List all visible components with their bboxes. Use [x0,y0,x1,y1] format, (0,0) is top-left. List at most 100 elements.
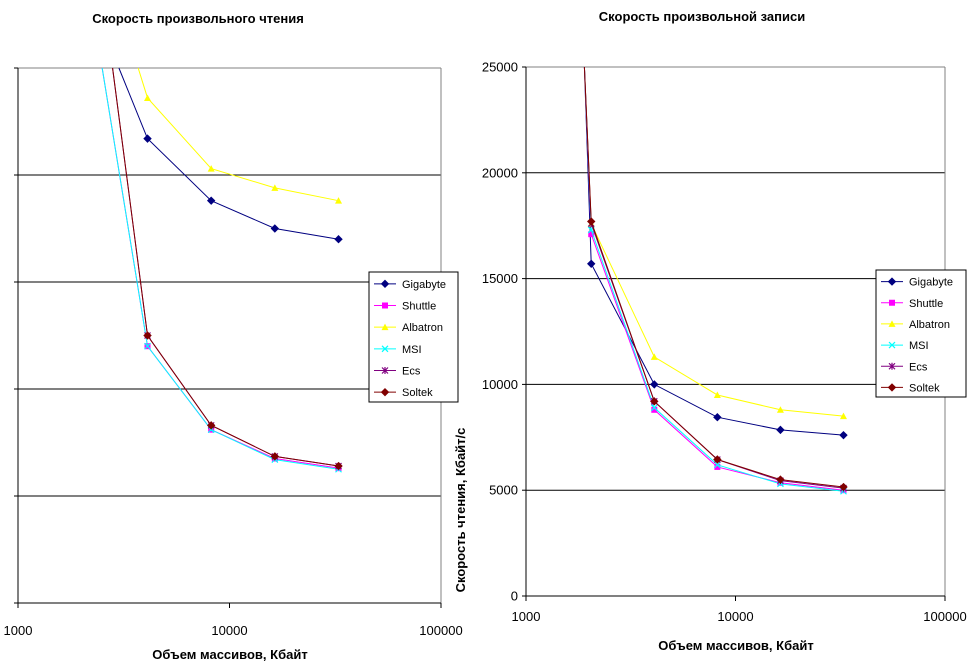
write-legend-marker [888,362,896,370]
write-legend-item-msi: MSI [881,340,929,352]
read-x-tick-label: 1000 [4,623,33,638]
write-point [588,231,595,238]
read-x-tick-label: 10000 [211,623,247,638]
write-point [650,397,659,406]
write-point [650,353,658,360]
read-point [335,197,343,204]
write-point [776,406,784,413]
read-point [144,94,152,101]
read-legend: Gigabyte Shuttle Albatron MSI Ecs Soltek [368,271,459,403]
write-legend-label: Albatron [909,319,950,331]
write-legend-item-gigabyte: Gigabyte [881,277,953,289]
read-point [334,234,343,244]
chart-write-ylabel: Скорость чтения, Кбайт/с [453,428,468,593]
read-point [206,196,216,205]
read-legend-item-msi: MSI [374,344,422,356]
read-series-soltek [112,67,343,471]
write-point [650,380,659,389]
write-legend-box [875,269,967,398]
write-legend: Gigabyte Shuttle Albatron MSI Ecs Soltek [875,269,967,398]
read-legend-label: Albatron [402,322,443,334]
write-legend-label: Soltek [909,382,940,394]
read-point [144,342,151,350]
read-legend-label: Gigabyte [402,279,446,291]
read-legend-label: MSI [402,344,422,356]
write-legend-label: Shuttle [909,298,943,310]
write-legend-item-shuttle: Shuttle [881,298,943,310]
write-point [651,406,658,413]
chart-read-xlabel: Объем массивов, Кбайт [152,647,307,661]
write-series-line [583,66,844,488]
read-series-gigabyte [118,67,343,244]
write-y-tick-label: 20000 [482,165,518,180]
write-point [839,482,848,492]
write-y-tick-label: 0 [511,589,518,604]
read-legend-item-ecs: Ecs [374,366,421,378]
read-legend-marker [381,345,389,353]
write-legend-marker [887,277,897,286]
write-legend-marker [888,320,896,327]
read-point [207,165,215,172]
write-point [839,412,847,420]
chart-read-plot: 1000 10000 100000 Gigabyte Shuttle Albatron MS… [4,67,463,638]
write-legend-marker [889,299,895,306]
chart-write: Скорость произвольной записи Объем масси… [453,9,967,653]
write-x-tick-label: 100000 [923,609,966,624]
read-legend-item-albatron: Albatron [374,322,443,334]
read-point [271,184,279,191]
read-legend-marker [381,323,389,331]
write-legend-label: Gigabyte [909,277,953,289]
write-point [650,404,658,412]
read-legend-marker [381,367,389,374]
write-y-tick-label: 5000 [489,483,518,498]
write-x-tick-label: 10000 [717,609,753,624]
chart-read-title: Скорость произвольного чтения [92,11,304,26]
read-legend-item-shuttle: Shuttle [374,301,436,313]
read-point [143,331,152,340]
read-point [143,134,152,143]
chart-write-xlabel: Объем массивов, Кбайт [658,638,813,653]
write-legend-marker [888,341,896,349]
write-legend-label: Ecs [909,361,928,373]
write-y-tick-label: 25000 [482,60,518,75]
read-legend-label: Shuttle [402,301,436,313]
write-series-soltek [583,66,848,492]
read-legend-label: Soltek [402,387,433,399]
write-point [587,259,596,268]
write-point [713,412,722,422]
write-point [776,425,785,435]
write-point [713,455,722,464]
read-point [334,461,343,471]
write-x-tick-label: 1000 [512,609,541,624]
write-point [713,391,721,398]
read-series-albatron [137,67,343,204]
chart-write-title: Скорость произвольной записи [599,9,805,24]
write-y-tick-label: 15000 [482,271,518,286]
write-point [587,217,596,226]
write-legend-item-albatron: Albatron [881,319,950,331]
read-point [270,224,280,233]
read-legend-marker [380,279,390,289]
read-legend-item-soltek: Soltek [374,387,433,399]
read-legend-item-gigabyte: Gigabyte [374,279,446,291]
write-point [776,475,785,484]
read-legend-marker [382,302,388,309]
chart-read: Скорость произвольного чтения Объем масс… [4,11,463,661]
write-legend-label: MSI [909,340,929,352]
read-point [270,452,280,461]
read-x-tick-label: 100000 [419,623,462,638]
write-point [714,463,721,470]
write-legend-item-soltek: Soltek [881,382,940,394]
write-point [839,430,848,440]
read-point [206,421,216,430]
read-legend-label: Ecs [402,366,421,378]
write-legend-marker [887,383,897,392]
read-legend-box [368,271,459,403]
read-legend-marker [380,387,390,397]
chart-write-plot: 0 5000 10000 15000 20000 25000 1000 10000 100000… [482,60,967,625]
write-legend-item-ecs: Ecs [881,361,928,373]
write-y-tick-label: 10000 [482,377,518,392]
write-point [713,461,721,469]
